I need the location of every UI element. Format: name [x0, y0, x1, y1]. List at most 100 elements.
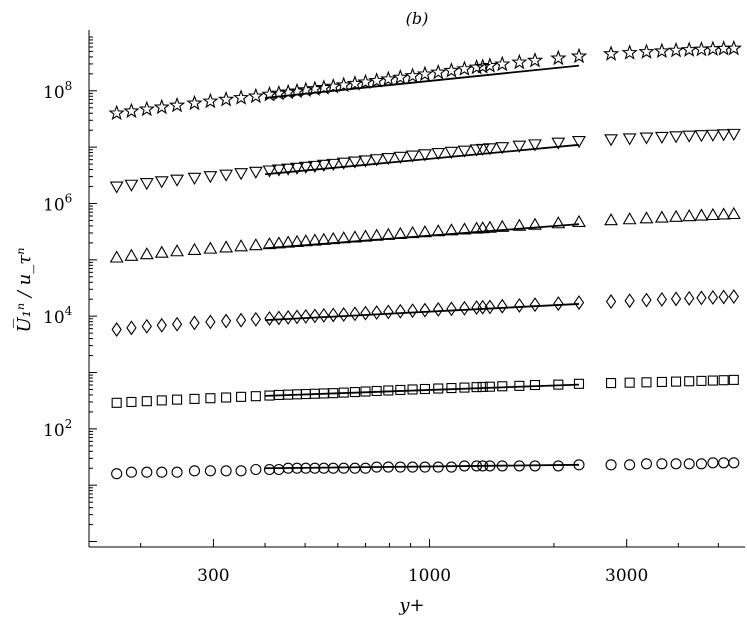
data-point-square	[360, 386, 371, 397]
data-point-circle	[552, 460, 564, 472]
data-point-circle	[656, 458, 668, 470]
data-point-diamond	[696, 290, 707, 306]
data-point-square	[250, 391, 261, 402]
data-point-star	[288, 82, 306, 99]
data-point-circle	[529, 460, 541, 472]
data-point-triangle	[248, 238, 263, 251]
data-point-triangle	[604, 213, 619, 226]
data-point-nabla	[124, 179, 139, 192]
data-point-square	[205, 393, 216, 404]
data-point-square	[477, 381, 488, 392]
data-point-nabla	[154, 176, 169, 189]
data-point-circle	[371, 461, 383, 473]
data-point-triangle	[262, 237, 277, 250]
data-point-diamond	[111, 322, 122, 337]
data-point-triangle	[495, 219, 510, 232]
data-point-diamond	[300, 308, 311, 324]
x-axis-label-text: y+	[398, 595, 424, 616]
data-point-circle	[188, 465, 201, 477]
fit-line-circle	[265, 463, 579, 470]
data-point-star	[456, 60, 473, 76]
data-point-nabla	[170, 174, 185, 187]
data-point-star	[123, 102, 140, 119]
data-point-circle	[141, 466, 153, 478]
data-point-star	[217, 90, 235, 107]
data-point-nabla	[682, 130, 697, 143]
data-point-square	[172, 394, 183, 405]
data-point-square	[419, 383, 431, 395]
data-point-square	[383, 385, 394, 396]
data-point-circle	[640, 458, 653, 470]
data-point-circle	[282, 462, 294, 474]
data-point-diamond	[235, 312, 247, 328]
data-point-triangle	[298, 234, 313, 247]
data-point-star	[357, 73, 374, 90]
data-point-triangle	[669, 209, 684, 222]
data-point-diamond	[670, 291, 682, 307]
data-point-triangle	[622, 212, 637, 225]
data-point-nabla	[369, 154, 384, 167]
data-point-diamond	[126, 320, 137, 336]
data-point-star	[186, 94, 203, 111]
data-point-nabla	[281, 163, 296, 176]
data-point-square	[433, 383, 444, 394]
data-point-diamond	[338, 307, 349, 322]
data-point-circle	[111, 468, 123, 480]
data-point-diamond	[419, 302, 431, 318]
data-point-star	[247, 87, 265, 104]
data-point-nabla	[622, 133, 637, 146]
data-point-circle	[496, 460, 508, 472]
data-point-star	[306, 80, 324, 96]
data-point-square	[707, 375, 718, 386]
data-point-star	[297, 81, 314, 98]
data-point-nabla	[528, 139, 542, 152]
data-point-nabla	[654, 131, 669, 145]
data-point-square	[111, 397, 122, 408]
x-axis-ticks: 300 1000 3000	[140, 539, 719, 586]
data-point-star	[153, 98, 170, 115]
data-point-nabla	[316, 159, 331, 172]
data-point-square	[529, 379, 541, 391]
data-point-circle	[273, 463, 285, 476]
data-point-circle	[484, 460, 496, 472]
data-point-triangle	[482, 220, 497, 233]
data-point-nabla	[444, 146, 459, 159]
data-point-star	[725, 39, 743, 56]
y-tick-label: 102	[43, 417, 72, 441]
data-point-square	[656, 376, 667, 388]
fit-line-star	[264, 64, 580, 99]
data-point-nabla	[418, 149, 432, 162]
data-point-triangle	[281, 235, 296, 248]
data-point-nabla	[187, 172, 202, 185]
data-point-circle	[718, 457, 730, 469]
data-point-diamond	[282, 309, 294, 325]
data-point-star	[279, 83, 297, 100]
data-point-star	[602, 45, 620, 61]
data-point-triangle	[369, 228, 384, 241]
data-point-star	[494, 55, 511, 72]
data-point-circle	[670, 458, 682, 470]
data-point-star	[693, 40, 710, 57]
data-point-star	[108, 104, 125, 121]
data-point-triangle	[154, 245, 169, 258]
data-point-nabla	[639, 132, 654, 145]
data-point-triangle	[654, 210, 669, 223]
data-point-nabla	[298, 161, 313, 174]
data-point-circle	[359, 462, 372, 474]
data-point-square	[573, 378, 585, 389]
data-point-diamond	[728, 289, 739, 305]
data-point-triangle	[418, 225, 432, 238]
data-point-star	[392, 68, 409, 85]
data-point-circle	[250, 463, 262, 476]
data-point-diamond	[349, 306, 361, 322]
x-axis-label: y+	[398, 595, 424, 616]
data-point-circle	[291, 462, 303, 474]
data-point-circle	[695, 458, 707, 470]
y-axis-label-text: U̅₁ⁿ / u_τⁿ	[13, 247, 35, 332]
data-point-circle	[125, 466, 137, 478]
data-point-square	[141, 396, 152, 407]
data-point-circle	[220, 465, 232, 477]
data-point-square	[395, 384, 406, 396]
data-point-diamond	[624, 293, 635, 309]
data-point-circle	[349, 462, 361, 474]
